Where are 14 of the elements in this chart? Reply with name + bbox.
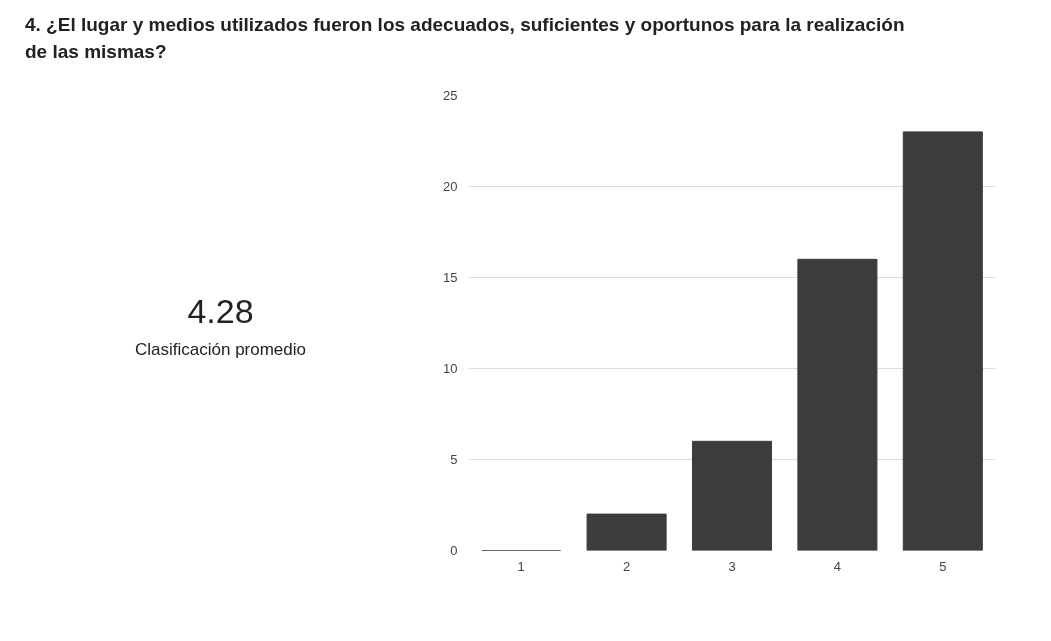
- y-tick-label: 15: [443, 270, 458, 285]
- y-tick-label: 5: [450, 452, 458, 467]
- x-tick-label: 1: [517, 558, 525, 574]
- y-tick-label: 10: [443, 361, 458, 376]
- chart-title: 4. ¿El lugar y medios utilizados fueron los adecuados, suficientes y oportunos para la realización de las mismas?: [25, 13, 905, 65]
- y-tick-label: 25: [443, 88, 458, 103]
- y-tick-label: 20: [443, 179, 458, 194]
- x-tick-label: 3: [728, 558, 736, 574]
- x-tick-label: 5: [939, 558, 947, 574]
- x-tick-label: 4: [833, 558, 842, 574]
- x-tick-label: 2: [622, 558, 631, 574]
- text: 4.28: [187, 292, 254, 330]
- y-tick-label: 0: [450, 543, 458, 558]
- text: Clasificación promedio: [134, 340, 307, 360]
